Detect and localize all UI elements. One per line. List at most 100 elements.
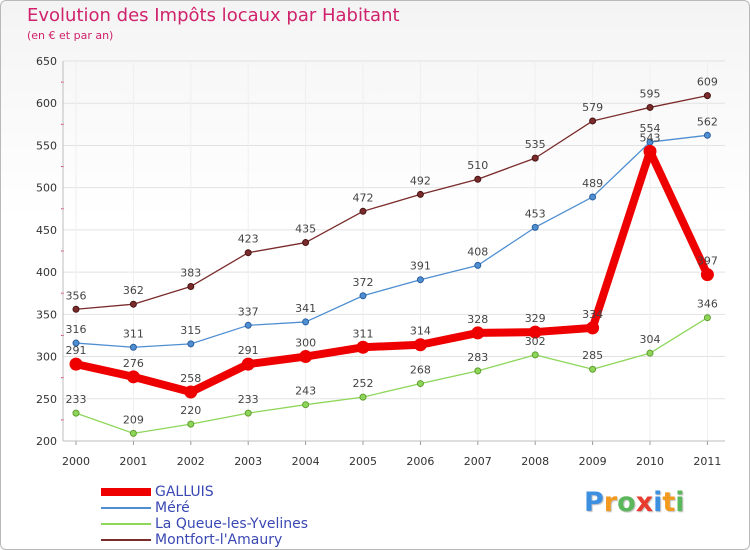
data-label: 329 — [525, 312, 546, 325]
data-label: 233 — [238, 393, 259, 406]
data-label: 233 — [66, 393, 87, 406]
data-label: 285 — [582, 349, 603, 362]
logo-letter: o — [617, 487, 636, 518]
x-tick-label: 2004 — [292, 455, 320, 468]
data-label: 243 — [295, 385, 316, 398]
data-label: 391 — [410, 260, 431, 273]
y-tick-label: 600 — [36, 97, 57, 110]
data-point — [187, 282, 195, 290]
data-label: 579 — [582, 101, 603, 114]
data-label: 341 — [295, 302, 316, 315]
data-point — [474, 261, 482, 269]
y-tick-label: 450 — [36, 224, 57, 237]
legend-item: GALLUIS — [101, 484, 361, 501]
x-tick-label: 2010 — [636, 455, 664, 468]
legend-label: La Queue-les-Yvelines — [155, 516, 309, 532]
chart-title: Evolution des Impôts locaux par Habitant — [27, 5, 400, 26]
data-label: 302 — [525, 335, 546, 348]
data-label: 453 — [525, 207, 546, 220]
y-tick-label: 200 — [36, 435, 57, 448]
data-label: 435 — [295, 223, 316, 236]
data-point — [72, 409, 80, 417]
data-point — [703, 314, 711, 322]
data-label: 252 — [353, 377, 374, 390]
legend-swatch — [101, 507, 151, 509]
data-point — [302, 401, 310, 409]
data-point — [302, 318, 310, 326]
data-point — [703, 131, 711, 139]
data-label: 510 — [467, 159, 488, 172]
data-point — [589, 117, 597, 125]
logo-letter: r — [603, 487, 618, 518]
data-point — [129, 343, 137, 351]
data-label: 595 — [640, 87, 661, 100]
legend-label: Méré — [155, 500, 190, 516]
data-point — [359, 207, 367, 215]
data-label: 346 — [697, 298, 718, 311]
series-line-0 — [72, 147, 712, 397]
data-point — [244, 409, 252, 417]
data-label: 314 — [410, 325, 431, 338]
legend-swatch — [101, 523, 151, 525]
y-tick-label: 650 — [36, 55, 57, 68]
data-point — [474, 175, 482, 183]
data-label: 291 — [66, 344, 87, 357]
data-label: 609 — [697, 76, 718, 89]
chart-legend: GALLUIS Méré La Queue-les-Yvelines Montfort… — [101, 484, 361, 549]
data-point — [129, 429, 137, 437]
logo-letter: P — [584, 487, 604, 518]
legend-swatch — [101, 539, 151, 541]
data-label: 543 — [640, 131, 661, 144]
series-line-1 — [75, 134, 709, 348]
data-point — [359, 393, 367, 401]
x-tick-label: 2005 — [349, 455, 377, 468]
data-label: 408 — [467, 245, 488, 258]
y-tick-label: 250 — [36, 393, 57, 406]
legend-item: Montfort-l'Amaury — [101, 532, 361, 549]
y-tick-label: 400 — [36, 266, 57, 279]
data-label: 304 — [640, 333, 661, 346]
data-label: 535 — [525, 138, 546, 151]
data-point — [416, 380, 424, 388]
data-point — [700, 268, 714, 282]
logo-letter: i — [675, 487, 685, 518]
legend-label: Montfort-l'Amaury — [155, 532, 283, 548]
logo-letter: i — [653, 487, 663, 518]
data-point — [416, 276, 424, 284]
data-point — [703, 92, 711, 100]
data-point — [646, 349, 654, 357]
data-point — [528, 325, 542, 339]
data-point — [531, 223, 539, 231]
data-label: 337 — [238, 305, 259, 318]
legend-item: La Queue-les-Yvelines — [101, 516, 361, 533]
x-tick-label: 2002 — [177, 455, 205, 468]
x-tick-label: 2000 — [62, 455, 90, 468]
data-label: 300 — [295, 337, 316, 350]
data-point — [244, 321, 252, 329]
data-label: 283 — [467, 351, 488, 364]
x-tick-label: 2007 — [464, 455, 492, 468]
y-tick-label: 350 — [36, 308, 57, 321]
data-label: 315 — [180, 324, 201, 337]
data-label: 554 — [640, 122, 661, 135]
logo-letter: t — [662, 487, 676, 518]
data-label: 562 — [697, 115, 718, 128]
data-point — [129, 300, 137, 308]
data-point — [356, 340, 370, 354]
y-tick-label: 550 — [36, 139, 57, 152]
data-label: 291 — [238, 344, 259, 357]
x-tick-label: 2011 — [693, 455, 721, 468]
data-point — [474, 367, 482, 375]
legend-label: GALLUIS — [155, 484, 214, 500]
data-point — [643, 144, 657, 158]
data-label: 316 — [66, 323, 87, 336]
data-label: 489 — [582, 177, 603, 190]
data-point — [589, 365, 597, 373]
data-point — [471, 326, 485, 340]
data-point — [187, 340, 195, 348]
proxiti-logo: Proxiti — [584, 487, 685, 518]
data-point — [413, 338, 427, 352]
data-label: 258 — [180, 372, 201, 385]
x-tick-label: 2003 — [234, 455, 262, 468]
